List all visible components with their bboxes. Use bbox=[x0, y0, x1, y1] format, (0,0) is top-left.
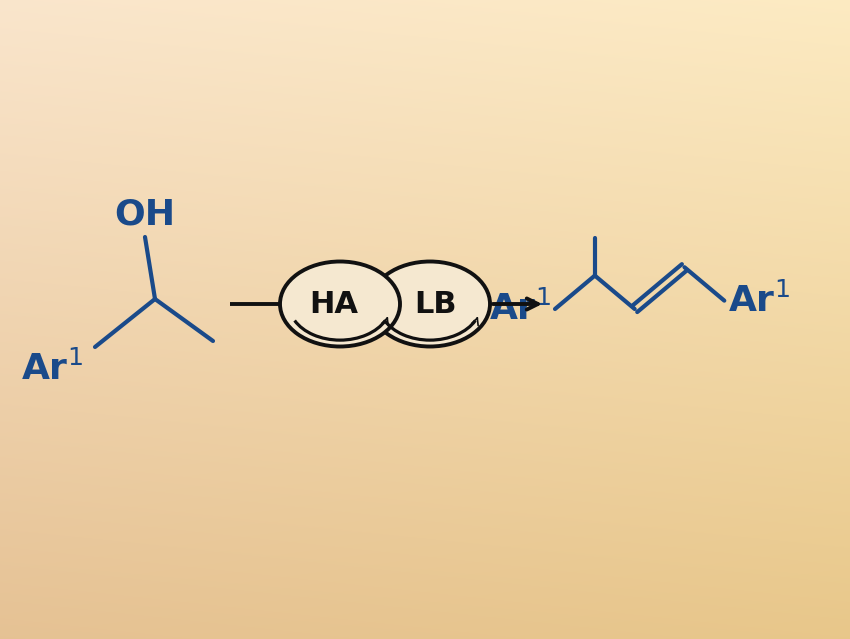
Text: Ar$^1$: Ar$^1$ bbox=[489, 291, 551, 327]
Ellipse shape bbox=[280, 261, 400, 346]
Text: Ar$^1$: Ar$^1$ bbox=[21, 351, 83, 387]
Text: LB: LB bbox=[415, 289, 457, 318]
Ellipse shape bbox=[370, 261, 490, 346]
Text: OH: OH bbox=[115, 197, 176, 231]
Text: HA: HA bbox=[309, 289, 359, 318]
Text: Ar$^1$: Ar$^1$ bbox=[728, 282, 790, 319]
